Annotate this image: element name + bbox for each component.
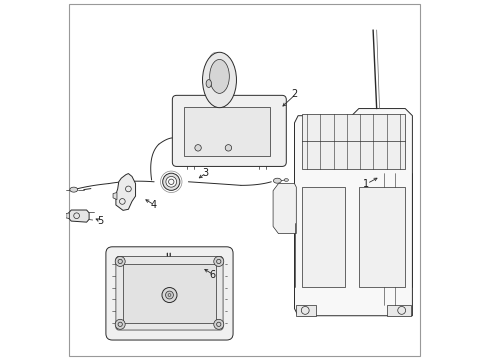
Ellipse shape [213,256,224,266]
Text: 1: 1 [362,179,368,189]
Ellipse shape [205,80,211,87]
FancyBboxPatch shape [172,95,285,166]
Text: 2: 2 [291,89,297,99]
Text: 6: 6 [209,270,215,280]
Bar [301,114,405,169]
Bar [123,264,216,323]
FancyBboxPatch shape [106,247,233,340]
Text: 5: 5 [97,216,103,226]
Ellipse shape [163,173,180,190]
Bar [358,187,405,287]
Polygon shape [113,193,117,200]
Ellipse shape [225,145,231,151]
Ellipse shape [209,59,229,93]
Polygon shape [116,174,135,210]
Ellipse shape [284,179,288,181]
Ellipse shape [194,145,201,151]
Ellipse shape [165,291,173,299]
Ellipse shape [213,319,224,329]
FancyBboxPatch shape [116,256,223,330]
Polygon shape [296,305,315,316]
Polygon shape [272,184,296,234]
Ellipse shape [273,178,281,183]
Ellipse shape [162,288,177,302]
Ellipse shape [202,52,236,108]
Bar [183,108,269,156]
Ellipse shape [115,319,125,329]
Bar [301,187,344,287]
Text: 3: 3 [202,168,208,178]
Polygon shape [294,109,411,316]
Polygon shape [386,305,410,316]
Ellipse shape [115,256,125,266]
Polygon shape [69,210,89,222]
Ellipse shape [70,187,78,192]
Polygon shape [66,213,69,219]
Text: 4: 4 [150,200,156,210]
Ellipse shape [165,176,176,187]
